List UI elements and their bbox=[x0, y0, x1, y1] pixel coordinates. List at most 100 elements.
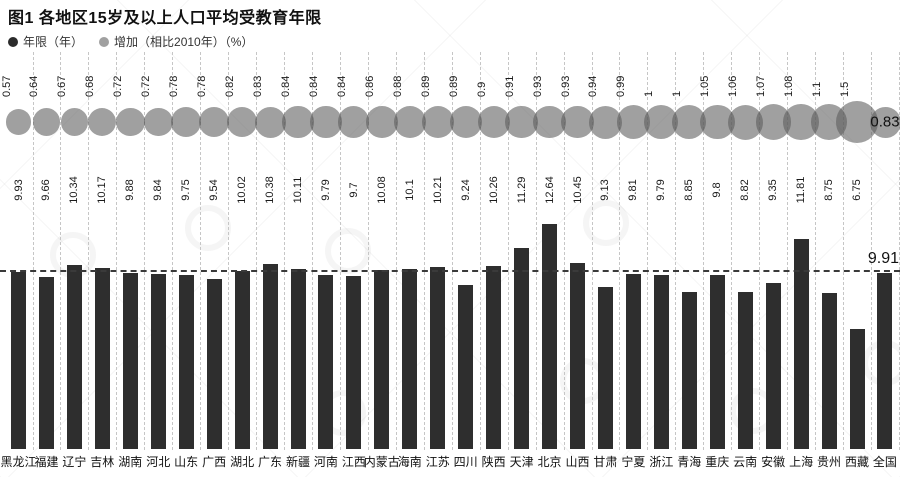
legend-item-increase: 增加（相比2010年）（%） bbox=[99, 33, 253, 50]
increase-bubble bbox=[477, 105, 510, 139]
increase-value-label: 1.08 bbox=[783, 75, 796, 97]
grid-line bbox=[619, 52, 621, 450]
grid-line bbox=[479, 52, 481, 450]
increase-bubble bbox=[505, 105, 538, 139]
x-axis-label: 广西 bbox=[202, 455, 227, 469]
grid-line bbox=[88, 52, 90, 450]
legend-item-years: 年限（年） bbox=[8, 33, 83, 50]
legend: 年限（年） 增加（相比2010年）（%） bbox=[8, 33, 253, 50]
years-bar bbox=[625, 274, 641, 449]
increase-value-label: 1.05 bbox=[699, 75, 712, 97]
national-average-label: 9.91 bbox=[867, 250, 899, 267]
increase-bubble bbox=[282, 106, 314, 138]
x-axis-label: 安徽 bbox=[761, 455, 786, 469]
x-axis-label: 西藏 bbox=[844, 455, 870, 469]
years-bar bbox=[318, 274, 334, 449]
legend-dot-increase-icon bbox=[99, 36, 110, 47]
grid-line bbox=[256, 52, 258, 450]
increase-value-label: 1.06 bbox=[727, 75, 740, 97]
increase-bubble bbox=[143, 107, 173, 137]
national-increase-label: 0.83 bbox=[870, 113, 900, 131]
grid-line bbox=[731, 52, 733, 450]
increase-value-label: 0.89 bbox=[419, 75, 432, 97]
increase-value-label: 1 bbox=[643, 90, 656, 97]
grid-line bbox=[144, 52, 146, 450]
increase-bubble bbox=[32, 108, 61, 136]
x-axis-label: 全国 bbox=[872, 455, 897, 469]
years-bar bbox=[150, 273, 166, 449]
increase-bubble bbox=[869, 106, 900, 138]
grid-line bbox=[339, 52, 341, 450]
increase-bubble bbox=[533, 105, 566, 139]
grid-line bbox=[451, 52, 453, 450]
increase-value-label: 1.5 bbox=[839, 81, 851, 97]
years-bar bbox=[39, 277, 54, 449]
increase-bubble bbox=[338, 106, 370, 138]
increase-bubble bbox=[393, 106, 426, 138]
x-axis-label: 广东 bbox=[257, 455, 283, 469]
years-bar bbox=[737, 292, 753, 449]
grid-line bbox=[591, 52, 593, 450]
years-bar bbox=[821, 293, 837, 450]
increase-value-label: 0.99 bbox=[615, 75, 628, 97]
years-bar bbox=[570, 263, 585, 449]
increase-bubble bbox=[171, 107, 202, 137]
years-bar bbox=[122, 273, 138, 449]
grid-line bbox=[116, 52, 118, 450]
x-axis-label: 内蒙古 bbox=[363, 455, 400, 469]
years-bar bbox=[374, 269, 390, 449]
years-bar bbox=[178, 275, 194, 449]
increase-value-label: 0.88 bbox=[391, 75, 404, 97]
grid-line bbox=[395, 52, 397, 450]
increase-value-label: 0.91 bbox=[503, 75, 516, 97]
x-axis-label: 陕西 bbox=[481, 455, 506, 469]
increase-value-label: 0.72 bbox=[140, 75, 153, 97]
x-axis-label: 黑龙江 bbox=[0, 455, 37, 469]
grid-line bbox=[675, 52, 677, 450]
years-bar bbox=[402, 269, 418, 449]
grid-line bbox=[815, 52, 817, 450]
grid-line bbox=[898, 52, 900, 450]
grid-line bbox=[200, 52, 202, 450]
x-axis-label: 江西 bbox=[341, 455, 366, 469]
increase-value-label: 0.78 bbox=[168, 75, 181, 97]
years-bar bbox=[514, 248, 530, 449]
grid-line bbox=[228, 52, 230, 450]
x-axis-label: 贵州 bbox=[816, 455, 842, 469]
years-bar bbox=[206, 279, 222, 449]
x-axis-label: 江苏 bbox=[425, 455, 450, 469]
average-reference-line bbox=[0, 270, 900, 272]
x-axis-label: 山西 bbox=[565, 455, 590, 469]
grid-line bbox=[367, 52, 369, 450]
legend-label-years: 年限（年） bbox=[23, 35, 84, 49]
grid-line bbox=[647, 52, 649, 450]
x-axis-label: 云南 bbox=[733, 455, 758, 469]
increase-value-label: 0.84 bbox=[307, 75, 320, 97]
increase-bubble bbox=[254, 106, 286, 138]
increase-bubble bbox=[226, 106, 258, 138]
x-axis-label: 天津 bbox=[509, 455, 534, 469]
years-bar bbox=[849, 328, 865, 450]
increase-value-label: 1 bbox=[671, 90, 684, 97]
years-bar bbox=[681, 291, 697, 449]
x-axis-label: 湖南 bbox=[118, 455, 143, 469]
increase-value-label: 0.83 bbox=[252, 75, 265, 97]
increase-bubble bbox=[115, 107, 145, 137]
x-axis-label: 浙江 bbox=[649, 455, 674, 469]
increase-bubble bbox=[449, 106, 482, 139]
grid-line bbox=[32, 52, 34, 450]
chart-title: 图1 各地区15岁及以上人口平均受教育年限 bbox=[8, 10, 322, 27]
years-bar bbox=[542, 224, 557, 449]
increase-value-label: 0.84 bbox=[335, 75, 348, 97]
years-value-label: 6.75 bbox=[851, 179, 863, 201]
increase-bubble bbox=[310, 106, 342, 138]
increase-value-label: 0.86 bbox=[363, 75, 376, 97]
x-axis-label: 北京 bbox=[537, 455, 562, 469]
grid-line bbox=[423, 52, 425, 450]
increase-value-label: 0.64 bbox=[28, 75, 41, 97]
increase-bubble bbox=[421, 106, 454, 139]
increase-value-label: 0.89 bbox=[447, 75, 460, 97]
x-axis-label: 上海 bbox=[789, 455, 814, 469]
grid-line bbox=[284, 52, 285, 450]
